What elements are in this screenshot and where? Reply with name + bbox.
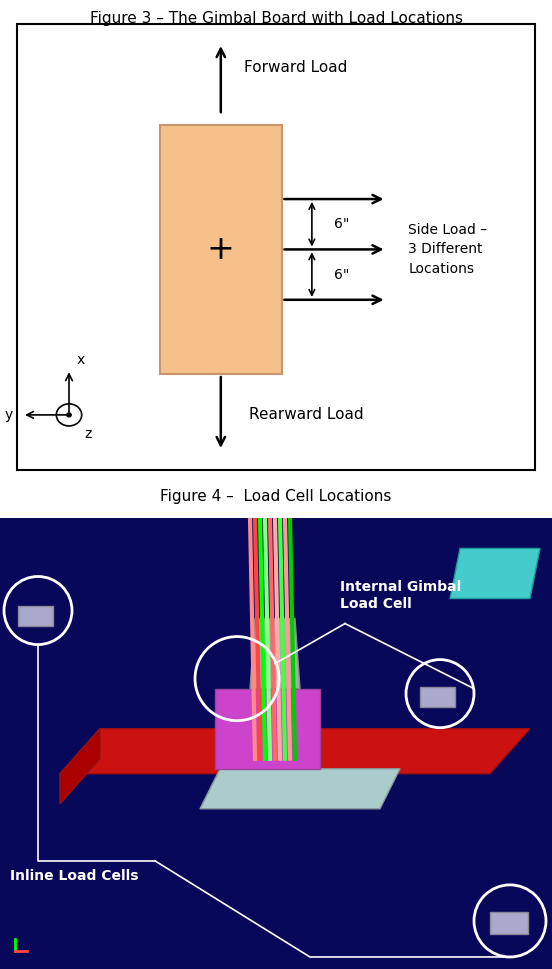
Text: Side Load –
3 Different
Locations: Side Load – 3 Different Locations (408, 223, 487, 276)
Text: x: x (76, 353, 84, 367)
Bar (18, 606, 53, 626)
Text: Inline Load Cells: Inline Load Cells (10, 869, 139, 883)
Polygon shape (250, 618, 300, 689)
Text: Rearward Load: Rearward Load (249, 407, 364, 422)
Text: Figure 3 – The Gimbal Board with Load Locations: Figure 3 – The Gimbal Board with Load Lo… (89, 11, 463, 25)
Polygon shape (450, 548, 540, 599)
Polygon shape (60, 729, 530, 773)
Text: +: + (207, 233, 235, 266)
Polygon shape (215, 689, 320, 768)
Polygon shape (60, 729, 100, 804)
Text: 6": 6" (334, 217, 349, 232)
Text: Internal Gimbal
Load Cell: Internal Gimbal Load Cell (340, 580, 461, 610)
Bar (160, 125, 282, 374)
Text: Forward Load: Forward Load (243, 60, 347, 75)
Text: 6": 6" (334, 267, 349, 282)
Circle shape (67, 413, 71, 417)
Bar (420, 687, 455, 706)
Text: Figure 4 –  Load Cell Locations: Figure 4 – Load Cell Locations (160, 489, 392, 504)
Text: z: z (84, 427, 92, 441)
Bar (490, 912, 528, 934)
Polygon shape (200, 768, 400, 809)
Text: y: y (4, 408, 12, 422)
